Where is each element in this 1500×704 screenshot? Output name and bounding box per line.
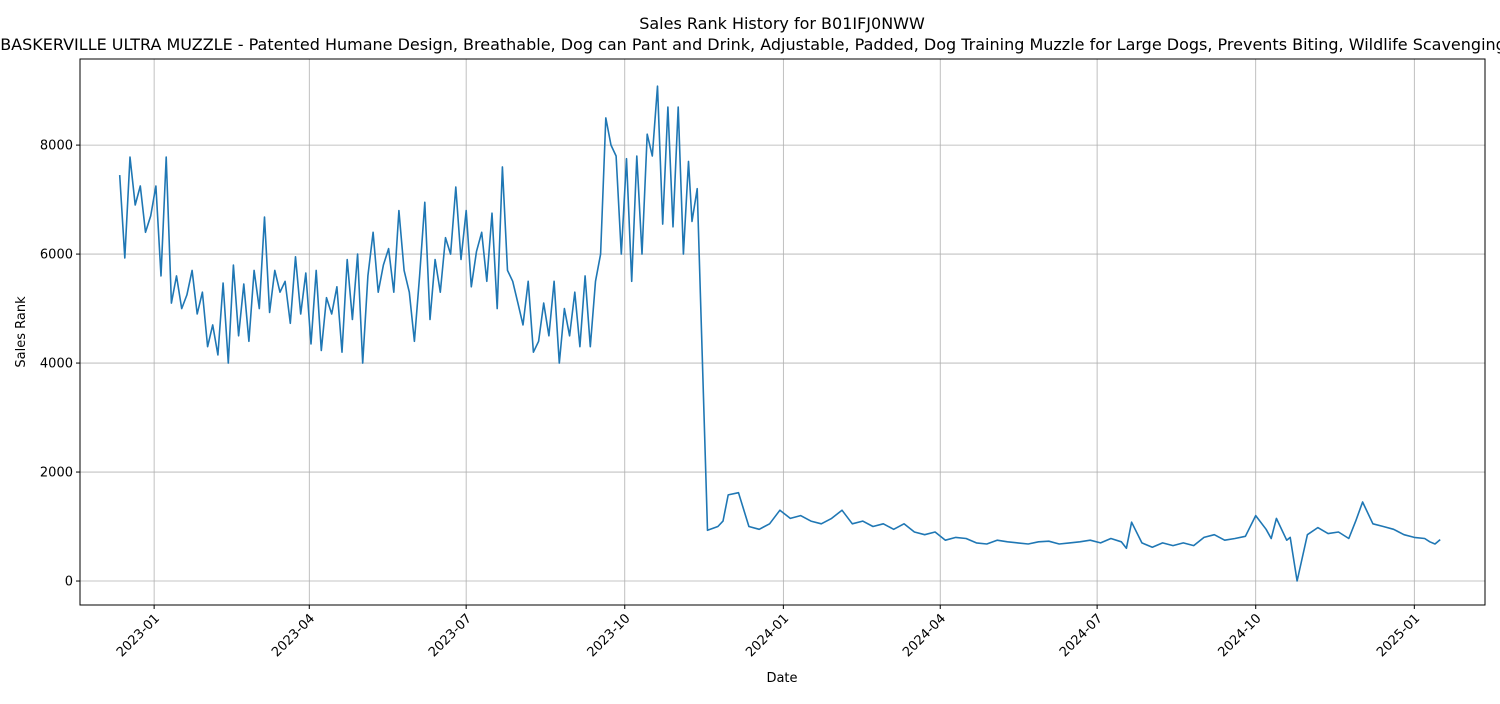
- chart-title: Sales Rank History for B01IFJ0NWW: [639, 14, 925, 33]
- x-tick-label: 2024-10: [1216, 611, 1265, 660]
- chart-subtitle: BASKERVILLE ULTRA MUZZLE - Patented Huma…: [0, 35, 1500, 54]
- y-tick-label: 0: [65, 575, 73, 590]
- y-tick-label: 2000: [40, 466, 73, 481]
- series-layer: [118, 85, 1441, 582]
- y-tick-label: 8000: [40, 139, 73, 154]
- x-tick-label: 2023-04: [269, 611, 318, 660]
- y-tick-label: 4000: [40, 357, 73, 372]
- x-tick-label: 2024-04: [900, 611, 949, 660]
- sales-rank-series-line: [118, 85, 1441, 582]
- x-axis-label: Date: [766, 671, 797, 686]
- x-tick-label: 2025-01: [1374, 611, 1423, 660]
- x-tick-label: 2023-01: [114, 611, 163, 660]
- x-tick-label: 2024-01: [743, 611, 792, 660]
- x-tick-label: 2023-07: [426, 611, 475, 660]
- x-tick-label: 2024-07: [1057, 611, 1106, 660]
- y-axis-label: Sales Rank: [14, 296, 29, 368]
- y-axis: 0 2000 4000 6000 8000: [40, 139, 80, 590]
- grid: [80, 59, 1485, 605]
- x-axis: 2023-01 2023-04 2023-07 2023-10 2024-01 2024-…: [114, 605, 1423, 660]
- y-tick-label: 6000: [40, 248, 73, 263]
- plot-frame: [79, 58, 1486, 606]
- x-tick-label: 2023-10: [585, 611, 634, 660]
